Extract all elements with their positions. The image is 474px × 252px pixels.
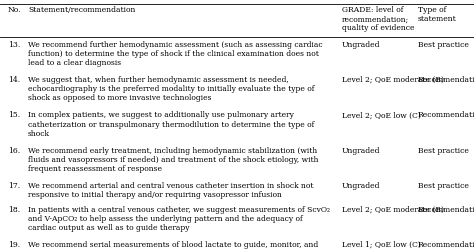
Text: Best practice: Best practice (418, 181, 469, 189)
Text: We recommend serial measurements of blood lactate to guide, monitor, and
assess: We recommend serial measurements of bloo… (28, 240, 318, 252)
Text: Best practice: Best practice (418, 146, 469, 154)
Text: 15.: 15. (8, 111, 20, 119)
Text: GRADE: level of
recommendation;
quality of evidence: GRADE: level of recommendation; quality … (342, 6, 414, 32)
Text: Ungraded: Ungraded (342, 181, 381, 189)
Text: 17.: 17. (8, 181, 20, 189)
Text: Recommendation: Recommendation (418, 205, 474, 213)
Text: 13.: 13. (8, 40, 20, 48)
Text: 18.: 18. (8, 205, 20, 213)
Text: No.: No. (8, 6, 21, 14)
Text: Type of
statement: Type of statement (418, 6, 457, 23)
Text: Level 1; QoE low (C): Level 1; QoE low (C) (342, 240, 421, 248)
Text: Level 2; QoE moderate (B): Level 2; QoE moderate (B) (342, 76, 444, 84)
Text: We recommend arterial and central venous catheter insertion in shock not
respons: We recommend arterial and central venous… (28, 181, 313, 199)
Text: 16.: 16. (8, 146, 20, 154)
Text: We recommend further hemodynamic assessment (such as assessing cardiac
function): We recommend further hemodynamic assessm… (28, 40, 323, 67)
Text: Level 2; QoE low (C): Level 2; QoE low (C) (342, 111, 421, 119)
Text: 14.: 14. (8, 76, 20, 84)
Text: 19.: 19. (8, 240, 20, 248)
Text: We suggest that, when further hemodynamic assessment is needed,
echocardiography: We suggest that, when further hemodynami… (28, 76, 315, 102)
Text: Best practice: Best practice (418, 40, 469, 48)
Text: Statement/recommendation: Statement/recommendation (28, 6, 136, 14)
Text: Ungraded: Ungraded (342, 40, 381, 48)
Text: Recommendation: Recommendation (418, 111, 474, 119)
Text: We recommend early treatment, including hemodynamic stabilization (with
fluids a: We recommend early treatment, including … (28, 146, 319, 172)
Text: Recommendation: Recommendation (418, 76, 474, 84)
Text: Level 2; QoE moderate (B): Level 2; QoE moderate (B) (342, 205, 444, 213)
Text: In patients with a central venous catheter, we suggest measurements of ScvO₂
and: In patients with a central venous cathet… (28, 205, 330, 231)
Text: Recommendation: Recommendation (418, 240, 474, 248)
Text: Ungraded: Ungraded (342, 146, 381, 154)
Text: In complex patients, we suggest to additionally use pulmonary artery
catheteriza: In complex patients, we suggest to addit… (28, 111, 314, 137)
